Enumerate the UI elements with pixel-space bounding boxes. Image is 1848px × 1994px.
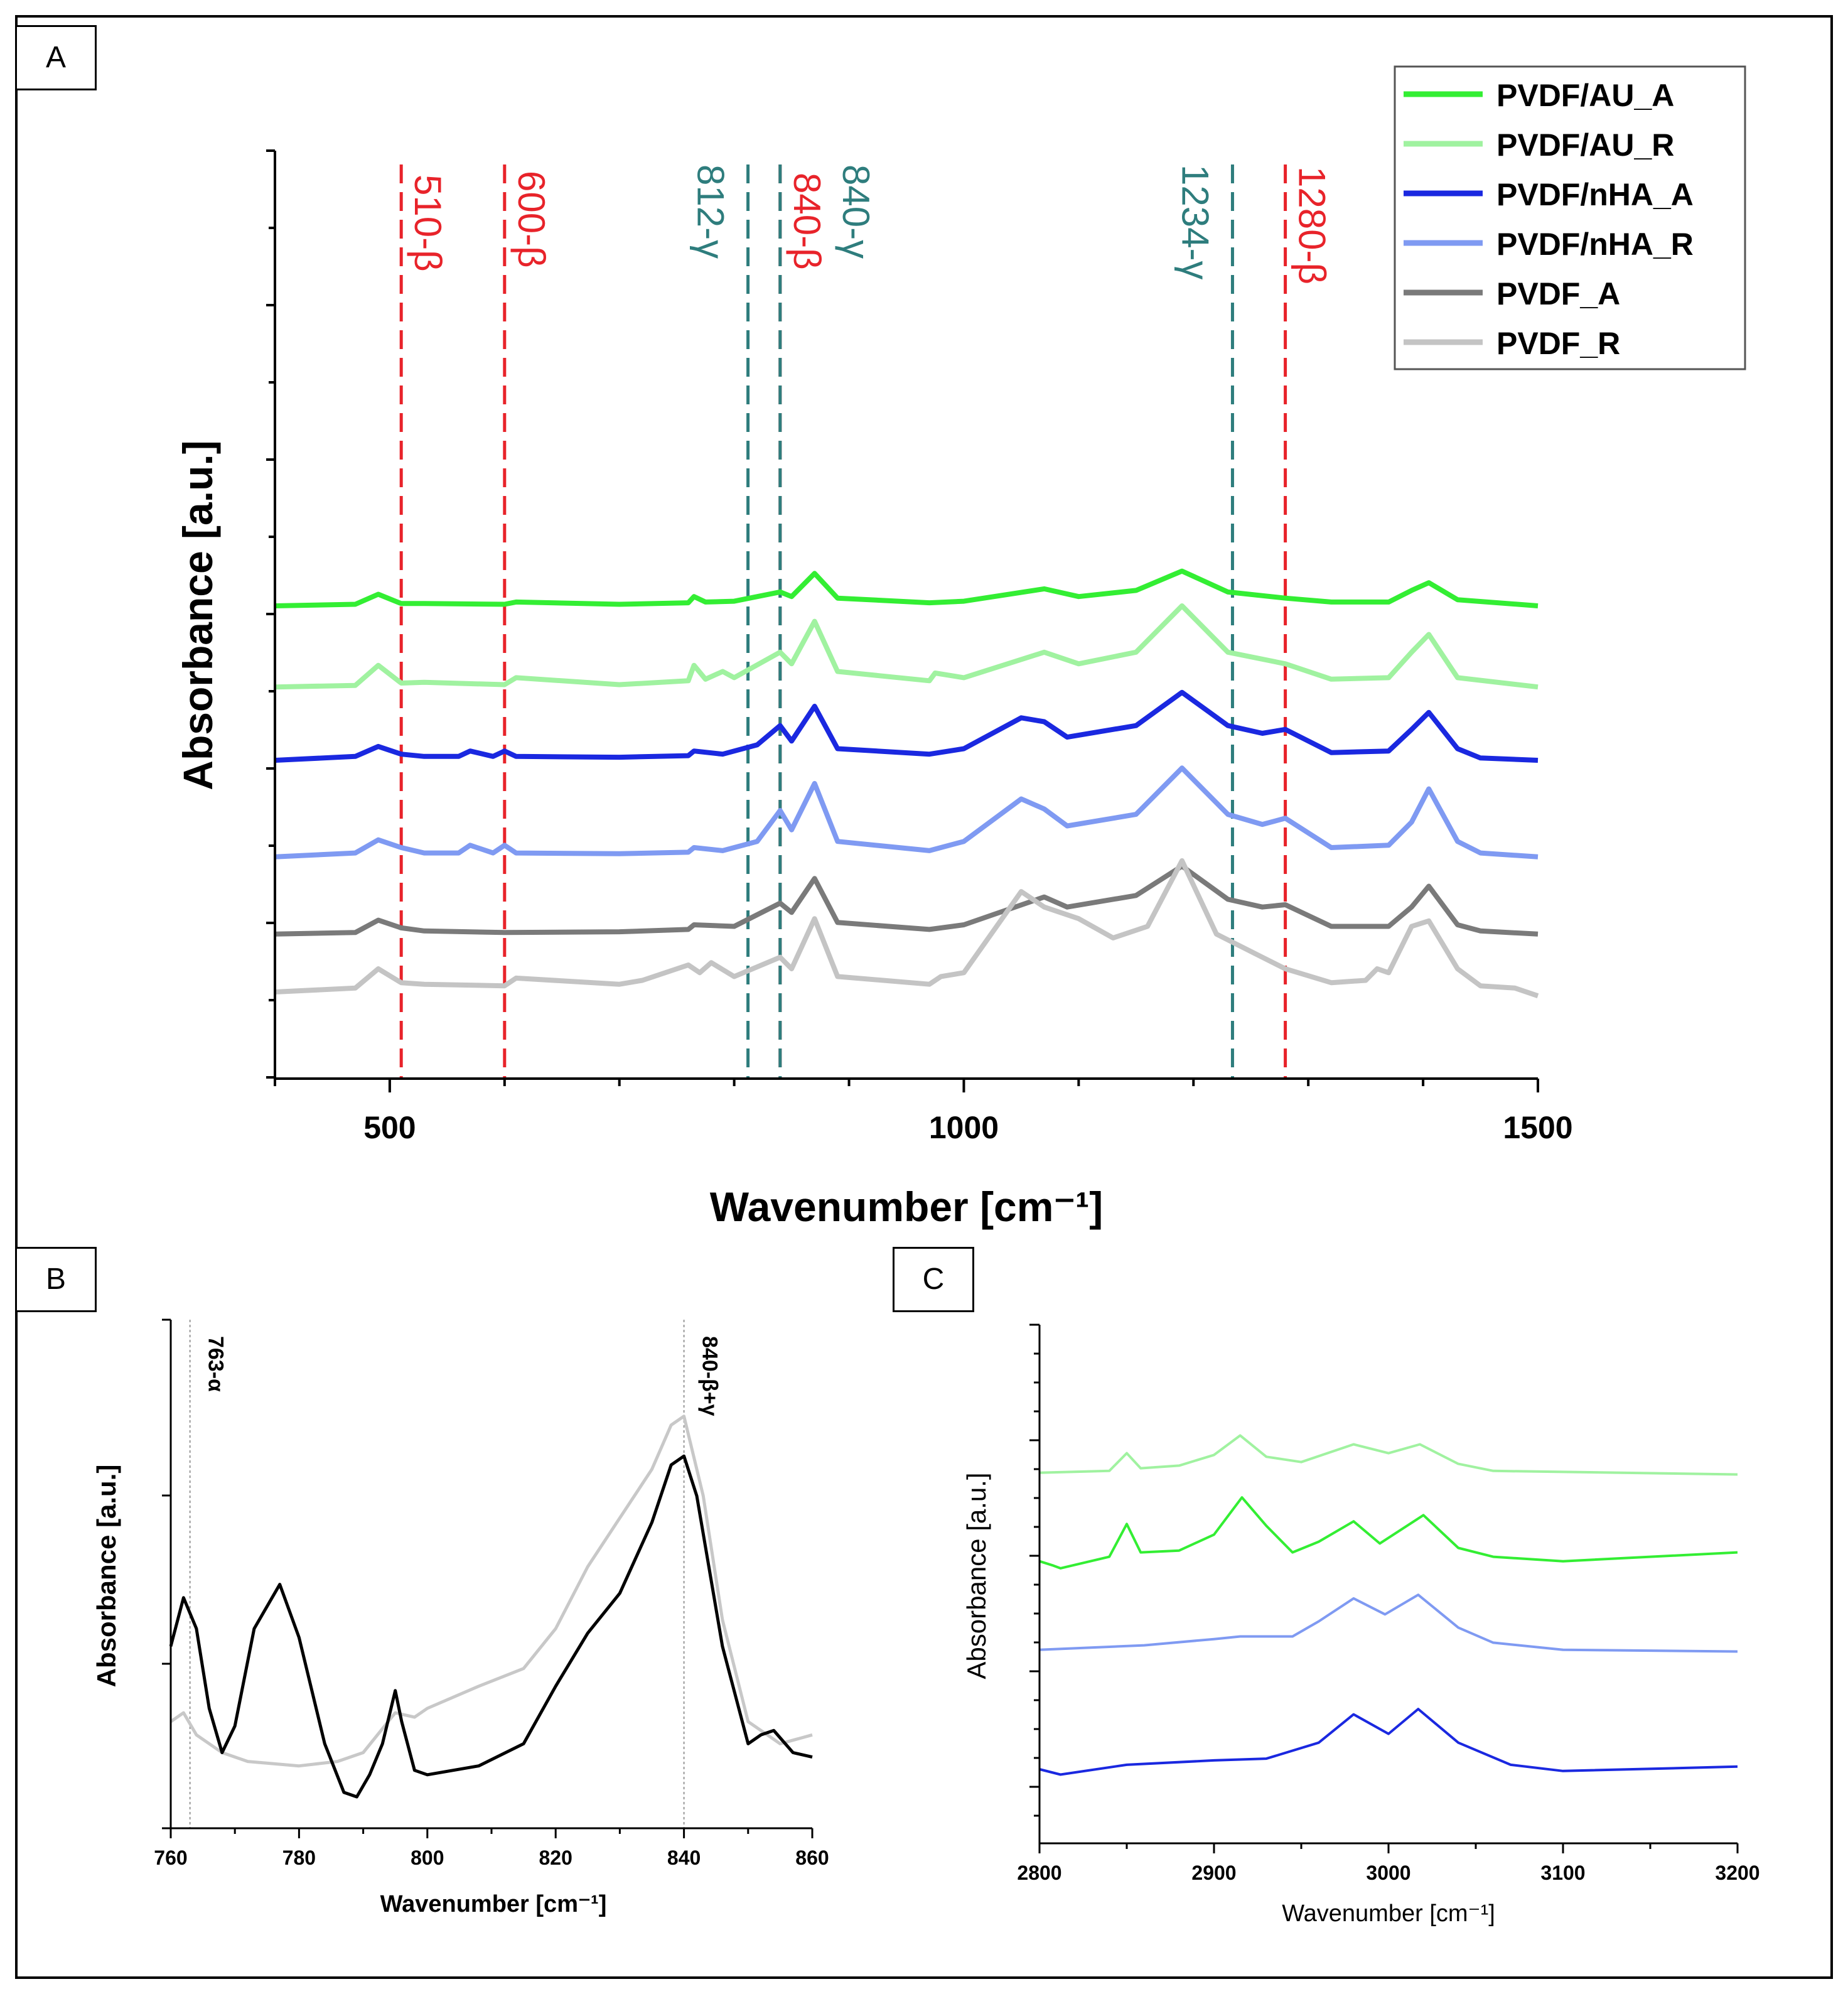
spectrum-light-green (1039, 1434, 1738, 1476)
x-tick-label-2900: 2900 (1191, 1862, 1236, 1884)
panel-a-x-label: Wavenumber [cm⁻¹] (710, 1183, 1103, 1230)
figure-frame (15, 15, 1833, 1979)
x-tick-label-2800: 2800 (1017, 1862, 1061, 1884)
panel-b-chart: 763-α 840-β+γ 760 780 800 820 840 860 Wavenumb… (92, 1318, 829, 1917)
legend-label-pvdf-au-r: PVDF/AU_R (1496, 127, 1674, 163)
x-tick-label-500: 500 (363, 1110, 416, 1145)
marker-label-812: 812-γ (690, 164, 732, 259)
panel-a-legend: PVDF/AU_A PVDF/AU_R PVDF/nHA_A PVDF/nHA_R PV… (1394, 65, 1746, 370)
panel-c-chart: 2800 2900 3000 3100 3200 Wavenumber [cm⁻¹] A… (962, 1323, 1760, 1927)
spectrum-light (169, 1415, 813, 1768)
panel-b-y-ticks (162, 1318, 171, 1830)
panel-c-x-label: Wavenumber [cm⁻¹] (1282, 1900, 1495, 1927)
x-tick-label-1500: 1500 (1503, 1110, 1572, 1145)
marker-label-840: 840-β+γ (698, 1336, 722, 1416)
panel-c-y-label: Absorbance [a.u.] (962, 1472, 991, 1679)
spectrum-pvdf-au-a (275, 568, 1539, 608)
panel-b-x-ticks: 760 780 800 820 840 860 (154, 1828, 829, 1869)
marker-label-840: 840-β (786, 173, 828, 270)
legend-label-pvdf-a: PVDF_A (1496, 276, 1620, 311)
panel-c-series (1039, 1434, 1738, 1776)
legend-label-pvdf-r: PVDF_R (1496, 326, 1620, 361)
panel-a-series (275, 568, 1539, 998)
panel-b-y-label: Absorbance [a.u.] (92, 1465, 121, 1688)
x-tick-label-820: 820 (539, 1846, 572, 1869)
x-tick-label-1000: 1000 (929, 1110, 999, 1145)
marker-label-763: 763-α (204, 1336, 228, 1392)
x-tick-label-780: 780 (282, 1846, 316, 1869)
x-tick-label-760: 760 (154, 1846, 187, 1869)
spectrum-light-blue (1039, 1593, 1738, 1653)
spectrum-green (1039, 1496, 1738, 1570)
panel-label-b: B (15, 1247, 97, 1312)
marker-label-600: 600-β (510, 171, 552, 268)
x-tick-label-860: 860 (795, 1846, 829, 1869)
x-tick-label-3100: 3100 (1540, 1862, 1585, 1884)
panel-b-x-label: Wavenumber [cm⁻¹] (380, 1891, 607, 1917)
spectrum-pvdf-r (275, 858, 1539, 998)
panel-a-x-ticks: 500 1000 1500 (274, 1079, 1573, 1145)
spectrum-pvdf-au-r (275, 603, 1539, 690)
legend-box (1394, 65, 1746, 370)
spectrum-dark (169, 1454, 813, 1799)
panel-b-markers: 763-α 840-β+γ (189, 1320, 722, 1828)
legend-entries: PVDF/AU_A PVDF/AU_R PVDF/nHA_A PVDF/nHA_R PV… (1404, 78, 1694, 361)
panel-a-chart: 510-β 600-β 812-γ 840-β 840-γ 1234-γ 1280-β 50… (175, 65, 1746, 1230)
marker-label-510: 510-β (407, 175, 449, 272)
panel-c-y-ticks (1029, 1323, 1040, 1817)
spectrum-pvdf-a (275, 863, 1539, 937)
legend-label-pvdf-nha-r: PVDF/nHA_R (1496, 227, 1694, 262)
marker-label-1234: 1234-γ (1174, 164, 1216, 279)
marker-label-1280: 1280-β (1291, 166, 1333, 284)
panel-b-series (169, 1415, 813, 1799)
x-tick-label-3200: 3200 (1715, 1862, 1759, 1884)
spectrum-pvdf-nha-a (275, 689, 1539, 763)
panel-a-markers: 510-β 600-β 812-γ 840-β 840-γ 1234-γ 1280-β (399, 164, 1333, 1079)
panel-c-x-ticks: 2800 2900 3000 3100 3200 (1017, 1843, 1760, 1884)
panel-a-y-ticks (266, 149, 275, 1079)
x-tick-label-800: 800 (411, 1846, 444, 1869)
marker-label-840: 840-γ (835, 164, 877, 259)
spectrum-blue (1039, 1708, 1738, 1776)
spectrum-pvdf-nha-r (275, 765, 1539, 860)
legend-label-pvdf-nha-a: PVDF/nHA_A (1496, 177, 1694, 212)
panel-label-a: A (15, 25, 97, 90)
panel-label-c: C (893, 1247, 974, 1312)
x-tick-label-3000: 3000 (1366, 1862, 1410, 1884)
x-tick-label-840: 840 (667, 1846, 701, 1869)
legend-label-pvdf-au-a: PVDF/AU_A (1496, 78, 1674, 113)
panel-a-y-label: Absorbance [a.u.] (175, 440, 221, 790)
